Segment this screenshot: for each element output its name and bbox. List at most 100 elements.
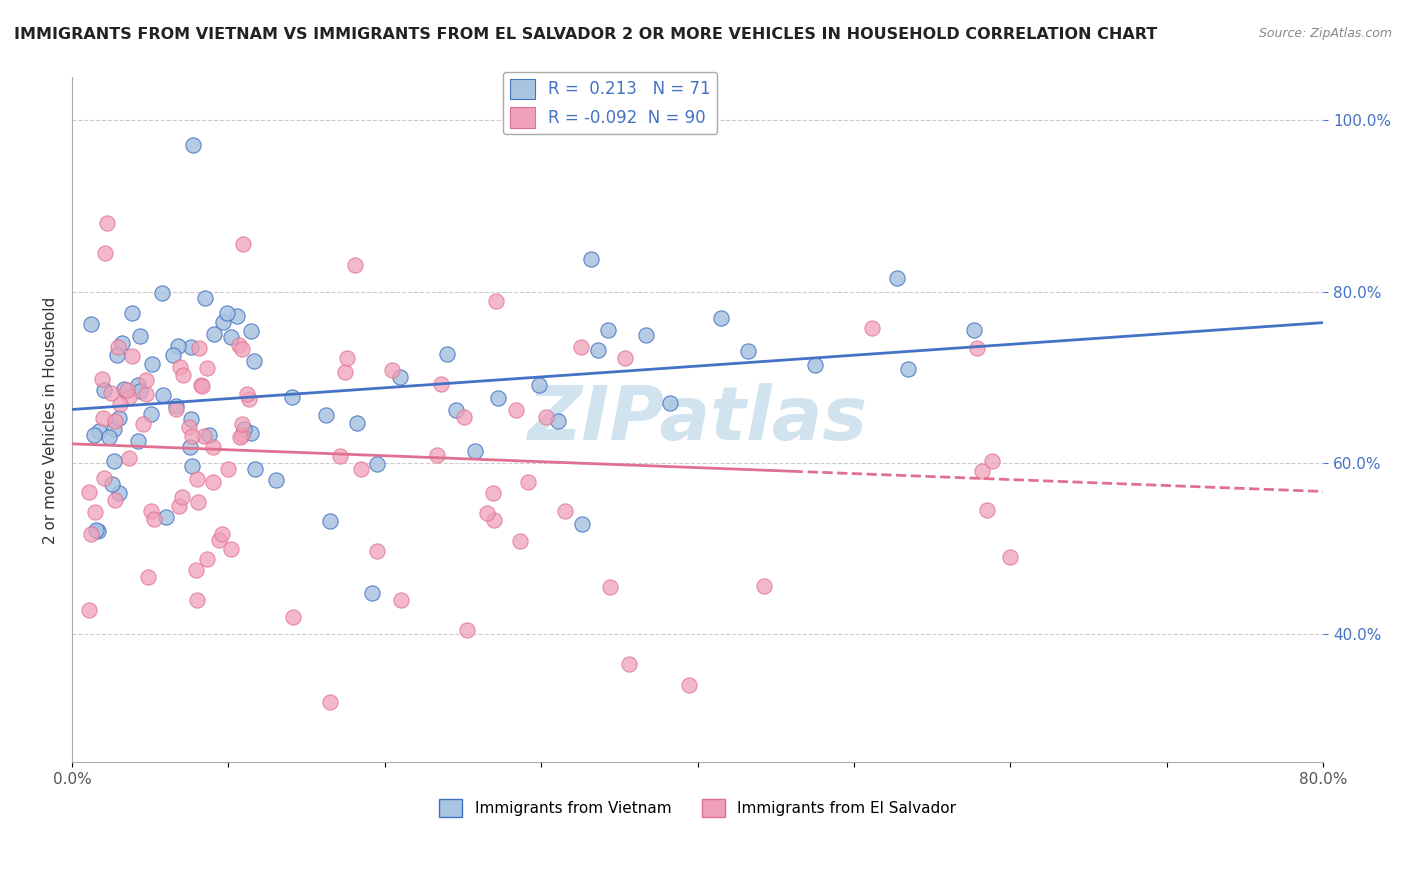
Point — [239, 425, 262, 440]
Point — [381, 363, 404, 377]
Point — [103, 454, 125, 468]
Point — [127, 434, 149, 449]
Point — [150, 286, 173, 301]
Point — [315, 408, 337, 422]
Point — [93, 383, 115, 397]
Point — [581, 252, 603, 266]
Point — [486, 392, 509, 406]
Point — [190, 378, 212, 392]
Point — [87, 424, 110, 438]
Point — [231, 417, 253, 431]
Point — [165, 402, 187, 417]
Point — [517, 475, 540, 490]
Point — [360, 585, 382, 599]
Point — [389, 592, 412, 607]
Point — [426, 448, 449, 462]
Point — [139, 407, 162, 421]
Point — [83, 505, 105, 519]
Point — [225, 310, 247, 324]
Y-axis label: 2 or more Vehicles in Household: 2 or more Vehicles in Household — [44, 296, 58, 543]
Point — [83, 427, 105, 442]
Point — [509, 534, 531, 549]
Point — [167, 499, 190, 513]
Point — [547, 414, 569, 428]
Text: Source: ZipAtlas.com: Source: ZipAtlas.com — [1258, 27, 1392, 40]
Point — [194, 292, 217, 306]
Point — [232, 237, 254, 252]
Point — [121, 349, 143, 363]
Point — [350, 461, 373, 475]
Point — [219, 330, 242, 344]
Point — [170, 490, 193, 504]
Point — [453, 409, 475, 424]
Point — [141, 358, 163, 372]
Point — [117, 390, 139, 404]
Point — [617, 657, 640, 671]
Point — [193, 429, 215, 443]
Point — [79, 527, 101, 541]
Point — [283, 610, 305, 624]
Point — [211, 315, 233, 329]
Point — [221, 541, 243, 556]
Point — [366, 543, 388, 558]
Point — [966, 342, 988, 356]
Point — [129, 384, 152, 398]
Point — [118, 451, 141, 466]
Point — [346, 416, 368, 430]
Point — [191, 379, 214, 393]
Point — [187, 495, 209, 509]
Point — [100, 477, 122, 491]
Legend: Immigrants from Vietnam, Immigrants from El Salvador: Immigrants from Vietnam, Immigrants from… — [433, 792, 962, 823]
Point — [107, 340, 129, 354]
Point — [115, 383, 138, 397]
Point — [709, 310, 731, 325]
Point — [121, 306, 143, 320]
Text: ZIPatlas: ZIPatlas — [527, 384, 868, 457]
Point — [181, 429, 204, 443]
Point — [201, 441, 224, 455]
Point — [195, 360, 218, 375]
Point — [202, 327, 225, 342]
Point — [754, 579, 776, 593]
Point — [108, 397, 131, 411]
Point — [366, 457, 388, 471]
Point — [636, 328, 658, 343]
Point — [91, 371, 114, 385]
Point — [217, 462, 239, 476]
Point — [96, 216, 118, 230]
Point — [139, 504, 162, 518]
Point — [179, 440, 201, 454]
Point — [103, 422, 125, 436]
Point — [162, 348, 184, 362]
Point — [104, 414, 127, 428]
Point — [586, 343, 609, 357]
Point — [152, 387, 174, 401]
Point — [231, 342, 253, 356]
Point — [135, 387, 157, 401]
Point — [534, 409, 557, 424]
Point — [319, 514, 342, 528]
Point — [240, 324, 263, 338]
Point — [100, 386, 122, 401]
Point — [167, 338, 190, 352]
Point — [897, 361, 920, 376]
Point — [129, 328, 152, 343]
Point — [678, 678, 700, 692]
Point — [599, 580, 621, 594]
Point — [243, 461, 266, 475]
Point — [614, 351, 637, 365]
Point — [228, 338, 250, 352]
Point — [84, 523, 107, 537]
Point — [981, 454, 1004, 468]
Point — [97, 430, 120, 444]
Point — [181, 138, 204, 153]
Point — [186, 472, 208, 486]
Point — [446, 403, 468, 417]
Point — [135, 373, 157, 387]
Point — [475, 506, 498, 520]
Point — [436, 347, 458, 361]
Point — [108, 485, 131, 500]
Point — [91, 411, 114, 425]
Point — [112, 382, 135, 396]
Point — [333, 365, 356, 379]
